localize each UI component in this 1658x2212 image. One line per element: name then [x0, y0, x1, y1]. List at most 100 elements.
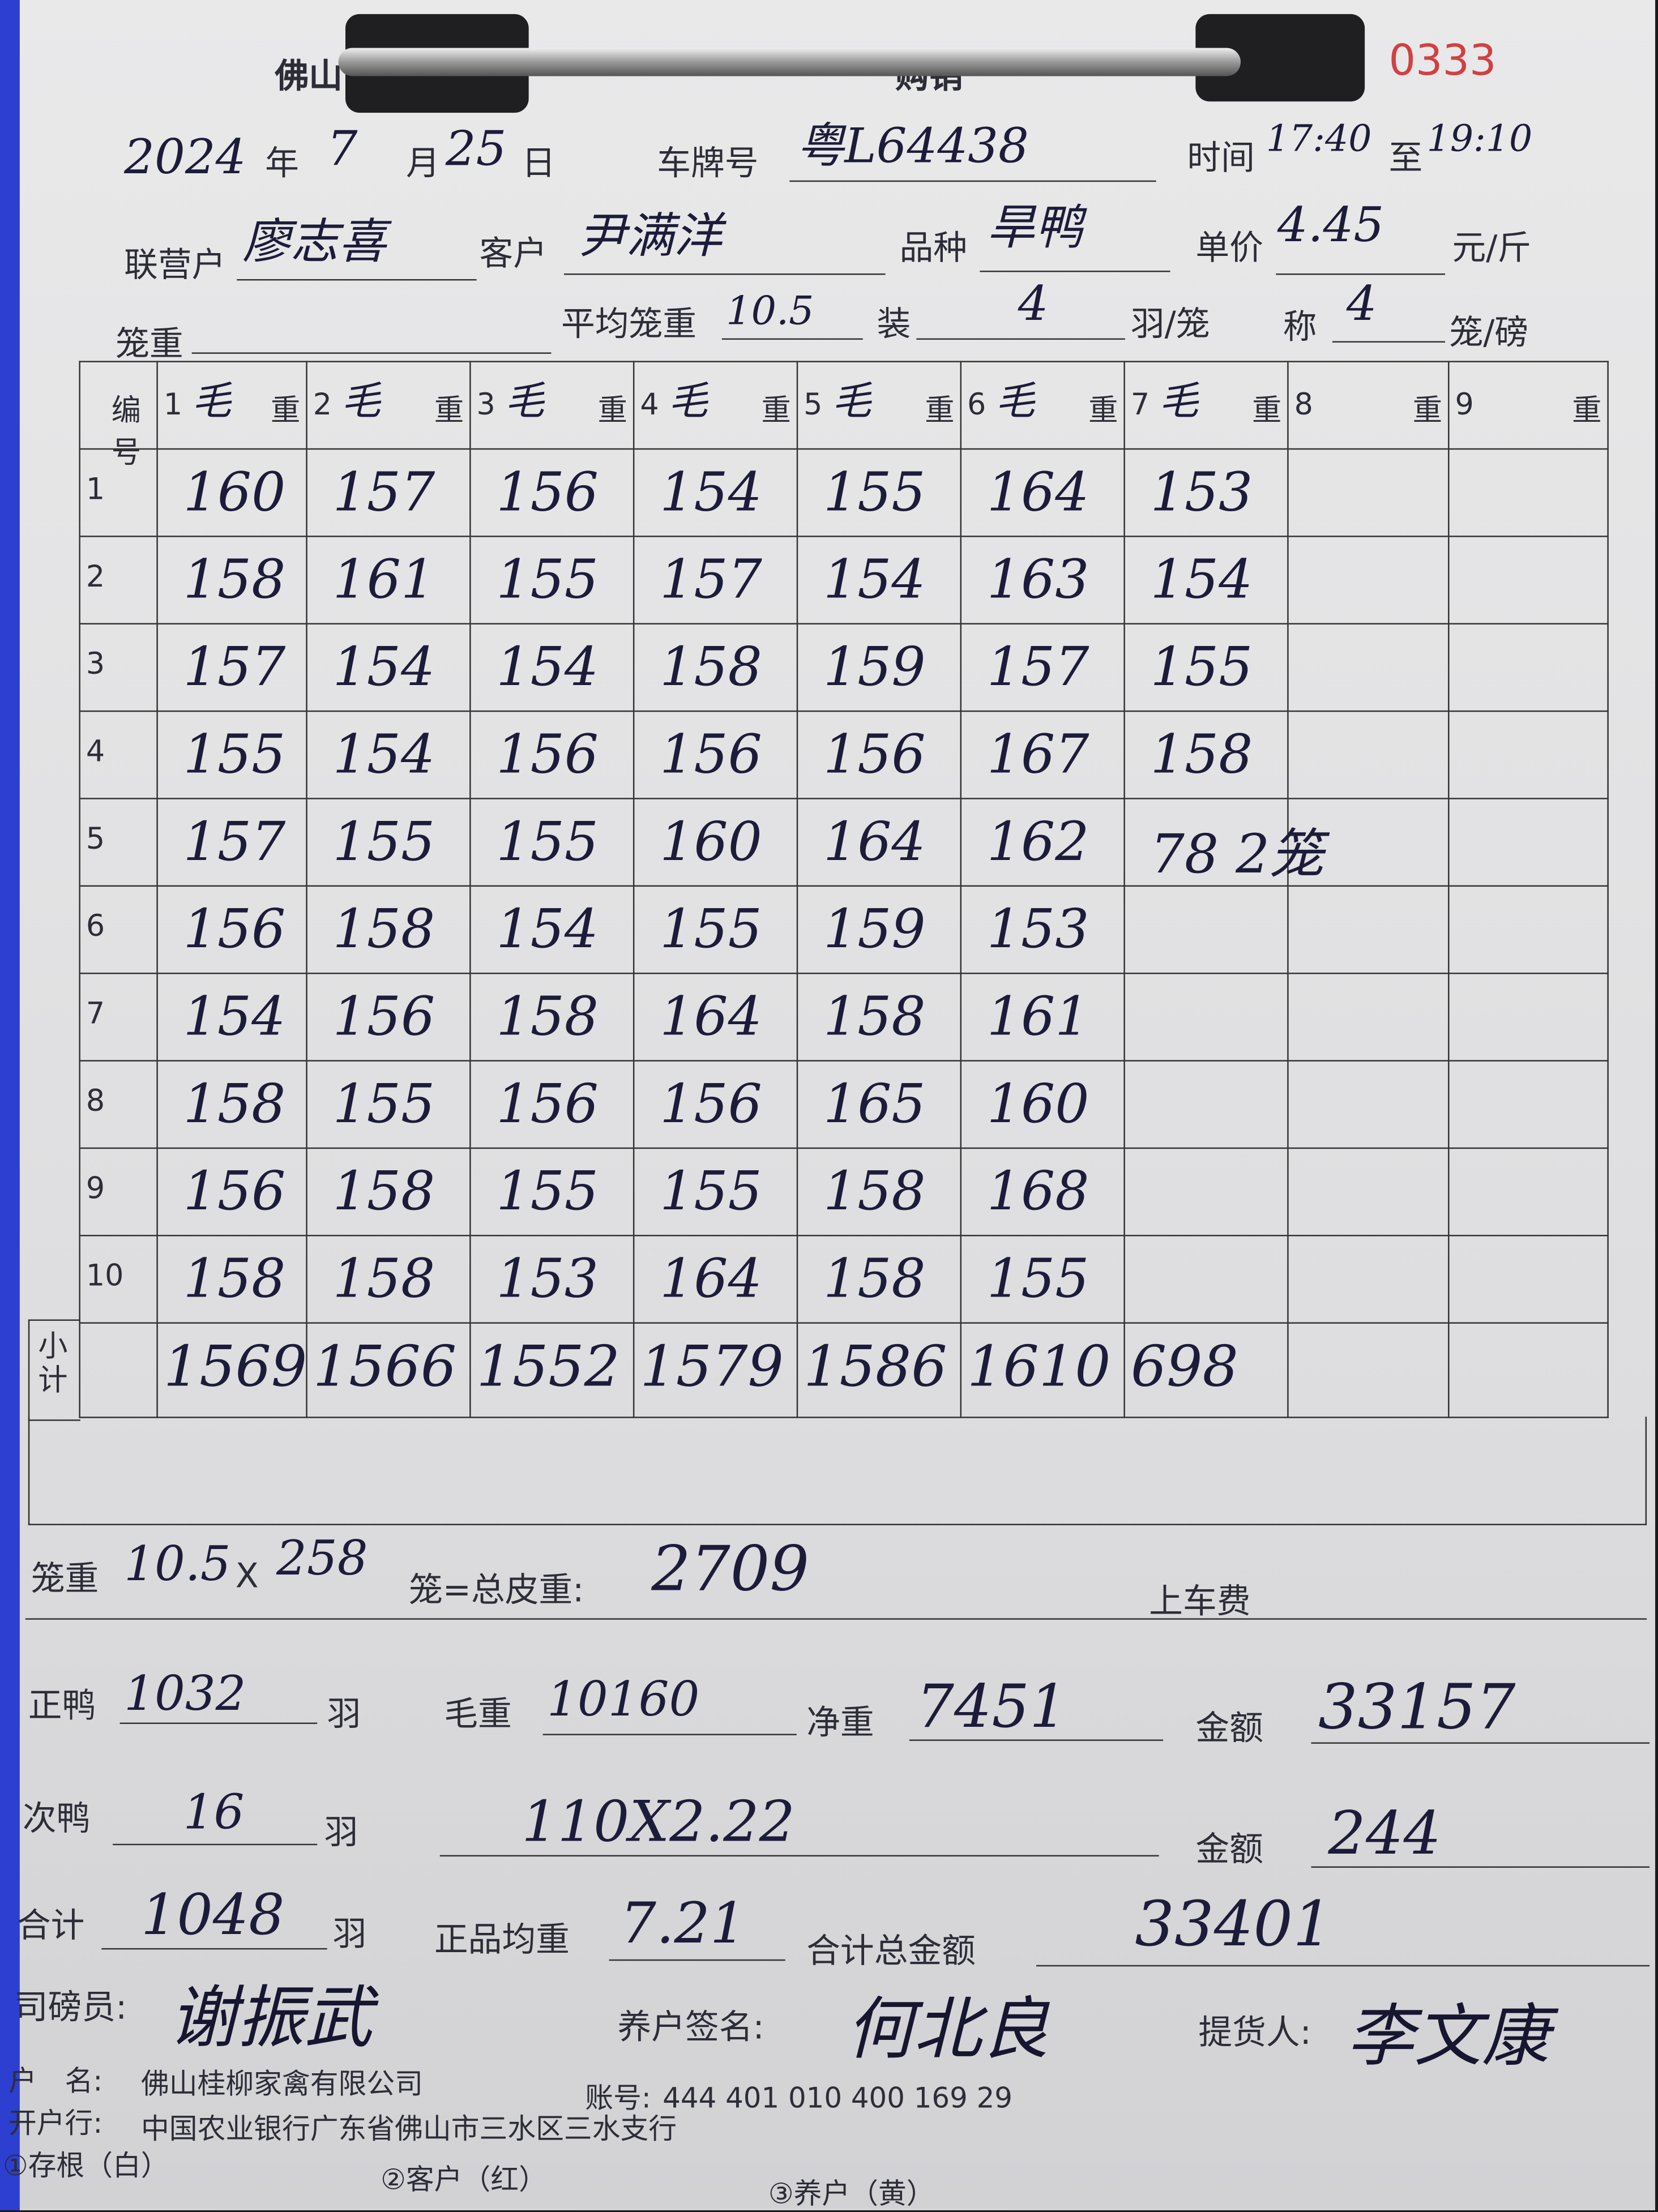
weight-cell: 154: [469, 885, 635, 974]
time-from: 17:40: [1266, 118, 1372, 161]
weight-cell: [1287, 1060, 1450, 1149]
text-field: 1569: [163, 1334, 307, 1400]
text-field: 155: [823, 461, 926, 523]
weight-cell: 157: [156, 623, 307, 712]
weight-cell: 155: [306, 798, 471, 887]
text-field: 698: [1130, 1334, 1238, 1400]
weight-cell: [1123, 1060, 1289, 1149]
text-field: 1552: [476, 1334, 621, 1400]
text-field: 7: [1130, 387, 1150, 422]
weight-cell: [1287, 798, 1450, 887]
text-field: 158: [332, 898, 435, 960]
partner-name: 廖志喜: [242, 214, 387, 271]
text-field: 156: [660, 723, 762, 785]
row-number: 7: [86, 996, 105, 1031]
weight-cell: [1448, 1147, 1609, 1237]
weight-cell: 163: [960, 536, 1125, 624]
text-field: 157: [183, 810, 286, 873]
month-label: 月: [406, 143, 440, 183]
text-field: 159: [823, 635, 926, 698]
weight-cell: 154: [306, 623, 471, 712]
text-field: 157: [332, 461, 435, 523]
weight-cell: [1287, 710, 1450, 799]
weight-cell: 156: [469, 448, 635, 537]
good-ducks-unit: 羽: [327, 1694, 361, 1734]
net-label: 净重: [806, 1702, 874, 1743]
text-field: 155: [660, 898, 762, 960]
text-field: 163: [986, 548, 1089, 611]
cage-weight-label: 笼重: [116, 324, 183, 364]
total-tare: 2709: [651, 1533, 810, 1606]
weight-cell: 158: [796, 972, 962, 1062]
net-weight: 7451: [916, 1671, 1067, 1741]
subtotal-cell: 698: [1123, 1322, 1289, 1418]
date-month: 7: [327, 121, 358, 178]
second-ducks-unit: 羽: [324, 1812, 358, 1852]
subtotal-row: 小计 1569 1566 1552 1579 1586 1610 698: [38, 1322, 1609, 1418]
weight-cell: [1448, 1235, 1609, 1324]
row-number: 9: [86, 1171, 105, 1205]
row-number: 3: [86, 647, 105, 681]
table-row: 5 157 155 155 160 164 162 78 2笼: [79, 798, 1609, 887]
text-field: 165: [823, 1072, 926, 1135]
weight-cell: 162: [960, 798, 1125, 887]
weight-cell: 158: [306, 1147, 471, 1237]
cages-per-weigh: 4: [1346, 276, 1377, 333]
weight-cell: 164: [633, 1235, 798, 1324]
weight-cell: 158: [306, 1235, 471, 1324]
bank-name: 中国农业银行广东省佛山市三水区三水支行: [140, 2111, 677, 2146]
weight-cell: [1123, 972, 1289, 1062]
customer-name: 尹满洋: [578, 208, 722, 266]
picker-signature: 李文康: [1346, 1997, 1550, 2077]
amount: 33157: [1318, 1671, 1516, 1744]
weight-cell: 155: [796, 448, 962, 537]
avg-cage-weight: 10.5: [726, 287, 814, 335]
account-no-label: 账号:: [585, 2080, 651, 2115]
text-field: 158: [183, 548, 286, 611]
gross-label: 毛重: [444, 1694, 512, 1734]
total-amount: 33401: [1135, 1889, 1332, 1961]
weight-cell: [1448, 448, 1609, 537]
weight-cell: 158: [469, 972, 635, 1062]
weight-cell: 159: [796, 623, 962, 712]
weight-cell: [1448, 710, 1609, 799]
weight-cell: 157: [306, 448, 471, 537]
weight-cell: 160: [156, 448, 307, 537]
day-label: 日: [522, 143, 555, 183]
text-field: 156: [823, 723, 926, 785]
text-field: 1586: [804, 1334, 947, 1400]
weight-cell: 154: [633, 448, 798, 537]
weight-cell: 153: [960, 885, 1125, 974]
picker-label: 提货人:: [1198, 2013, 1311, 2053]
load-per-cage: 4: [1018, 276, 1049, 333]
weight-cell: [1448, 798, 1609, 887]
subtotal-label: 小计: [38, 1329, 68, 1397]
plate-label: 车牌号: [657, 143, 759, 183]
weight-cell: [1123, 1235, 1289, 1324]
text-field: 156: [332, 985, 435, 1047]
subtotal-cell: 1610: [960, 1322, 1125, 1418]
weight-cell: 164: [796, 798, 962, 887]
weight-cell: 158: [156, 1235, 307, 1324]
weight-cell: 78 2笼: [1123, 798, 1323, 887]
text-field: 158: [1150, 723, 1253, 785]
text-field: 164: [660, 1247, 762, 1310]
table-row: 10 158 158 153 164 158 155: [79, 1235, 1609, 1324]
variety-label: 品种: [899, 228, 968, 268]
text-field: 毛: [1159, 378, 1199, 425]
text-field: 155: [332, 810, 435, 873]
text-field: 毛: [191, 378, 232, 425]
weight-cell: 165: [796, 1060, 962, 1149]
copy-customer-label: ②客户（红）: [381, 2162, 547, 2197]
row-number: 1: [86, 472, 105, 506]
weight-cell: [1287, 448, 1450, 537]
weight-cell: [1448, 885, 1609, 974]
weight-cell: [1123, 885, 1289, 974]
weight-cell: 156: [633, 710, 798, 799]
text-field: 159: [823, 898, 926, 960]
text-field: 1: [163, 387, 183, 422]
